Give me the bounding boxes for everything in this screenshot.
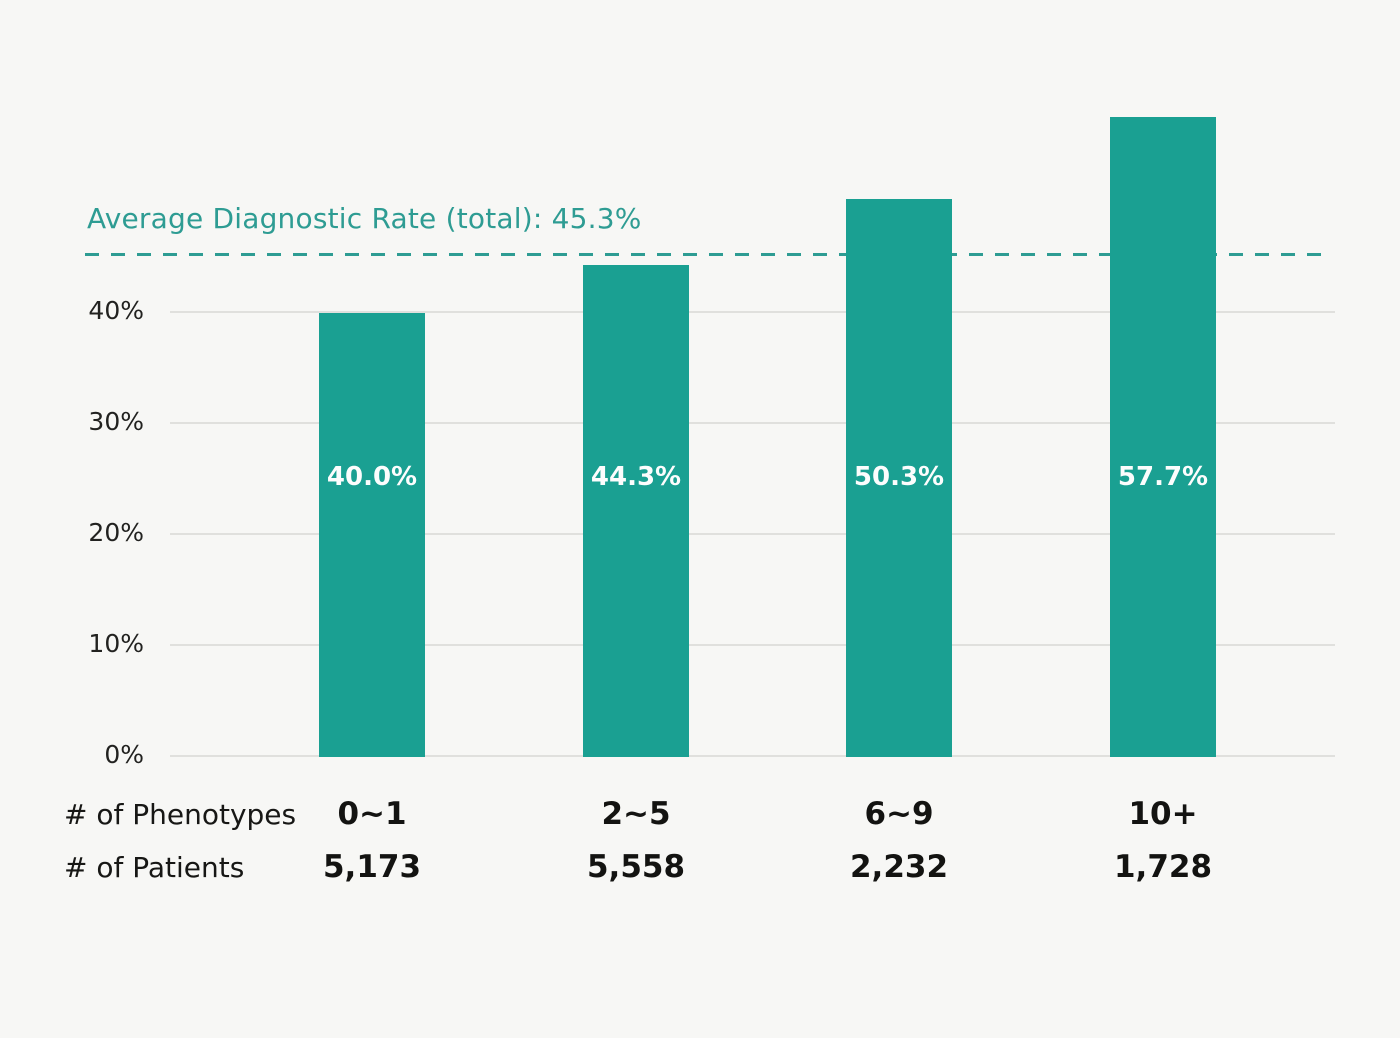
gridline-0 <box>170 755 1335 757</box>
bar-value-label: 57.7% <box>1117 462 1209 492</box>
gridline-20 <box>170 533 1335 535</box>
bar-value-label: 44.3% <box>590 462 682 492</box>
bar-phenotypes-6-9 <box>846 198 952 757</box>
y-axis-tick-label: 10% <box>88 629 144 658</box>
y-axis-tick-label: 30% <box>88 407 144 436</box>
patient-count-label: 5,173 <box>322 849 422 885</box>
patient-count-label: 5,558 <box>586 849 686 885</box>
bar-value-label: 50.3% <box>853 462 945 492</box>
bar-phenotypes-0-1 <box>319 313 425 757</box>
reference-line-label: Average Diagnostic Rate (total): 45.3% <box>87 202 642 235</box>
x-axis-row-label-phenotypes: # of Phenotypes <box>64 798 297 831</box>
bar-phenotypes-2-5 <box>583 265 689 757</box>
x-category-label: 6~9 <box>864 796 934 832</box>
patient-count-label: 1,728 <box>1113 849 1213 885</box>
y-axis-tick-label: 40% <box>88 296 144 325</box>
y-axis-tick-label: 0% <box>104 740 144 769</box>
gridline-10 <box>170 644 1335 646</box>
x-category-label: 0~1 <box>337 796 407 832</box>
x-category-label: 10+ <box>1128 796 1198 832</box>
bar-value-label: 40.0% <box>326 462 418 492</box>
gridline-30 <box>170 422 1335 424</box>
gridline-40 <box>170 311 1335 313</box>
reference-dashed-line <box>85 252 1332 256</box>
y-axis-tick-label: 20% <box>88 518 144 547</box>
x-category-label: 2~5 <box>601 796 671 832</box>
bar-phenotypes-10-plus <box>1110 116 1216 757</box>
x-axis-row-label-patients: # of Patients <box>64 851 245 884</box>
patient-count-label: 2,232 <box>849 849 949 885</box>
